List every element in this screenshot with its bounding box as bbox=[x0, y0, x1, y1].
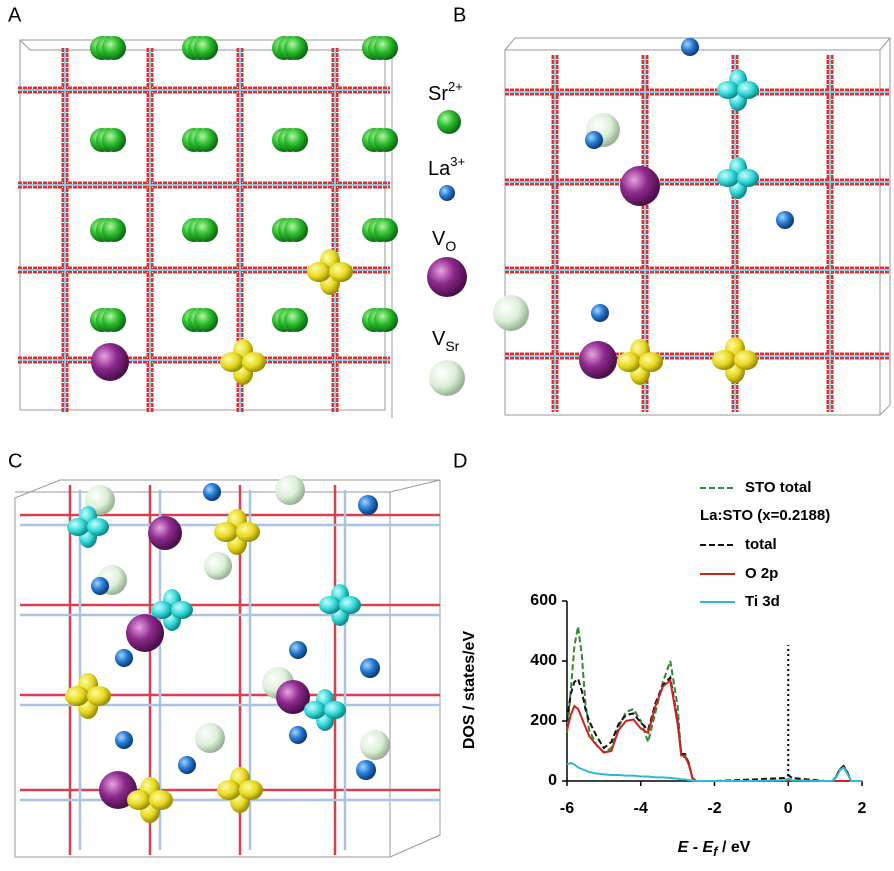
y-axis-label: DOS / states/eV bbox=[461, 631, 478, 750]
y-tick-label: 400 bbox=[530, 652, 557, 669]
legend-label-sup: 2+ bbox=[448, 79, 463, 94]
legend-label: VO bbox=[432, 228, 456, 253]
x-tick-label: 0 bbox=[784, 800, 793, 817]
legend-label-sup: 3+ bbox=[450, 154, 465, 169]
structure-c bbox=[14, 475, 441, 858]
series-line bbox=[566, 675, 862, 782]
x-tick-label: 2 bbox=[858, 800, 867, 817]
legend-label: Ti 3d bbox=[745, 593, 780, 610]
y-tick-label: 200 bbox=[530, 712, 557, 729]
x-tick-label: -4 bbox=[634, 800, 648, 817]
legend-label-base: La bbox=[428, 158, 451, 180]
legend-label: O 2p bbox=[745, 565, 778, 582]
panel-label: C bbox=[8, 450, 22, 472]
x-axis-label: E - Ef / eV bbox=[678, 839, 751, 859]
series-line bbox=[566, 761, 862, 782]
x-label-ref: E bbox=[702, 839, 714, 856]
legend-title: La:STO (x=0.2188) bbox=[700, 507, 830, 524]
panel-label: D bbox=[453, 450, 467, 472]
legend-label: STO total bbox=[745, 479, 811, 496]
y-tick-label: 0 bbox=[548, 772, 557, 789]
legend-label-sub: Sr bbox=[445, 338, 459, 354]
x-label-var: E bbox=[678, 839, 690, 856]
legend-label: Sr2+ bbox=[428, 79, 463, 105]
structure-b bbox=[493, 37, 891, 416]
structure-a bbox=[18, 36, 398, 418]
panel-label: B bbox=[453, 4, 466, 26]
panel-label: A bbox=[8, 4, 22, 26]
legend-label-sub: O bbox=[445, 238, 456, 254]
legend-label: VSr bbox=[432, 328, 460, 353]
x-label-ref-sub: f bbox=[713, 844, 719, 859]
series-line bbox=[566, 678, 862, 782]
legend-label-base: V bbox=[432, 328, 446, 350]
legend-label-base: Sr bbox=[428, 83, 448, 105]
x-tick-label: -2 bbox=[707, 800, 721, 817]
dos-chart: DOS / states/eV E - Ef / eV La:STO (x=0.… bbox=[461, 479, 866, 859]
legend-label: La3+ bbox=[428, 154, 465, 180]
x-tick-label: -6 bbox=[560, 800, 574, 817]
y-tick-label: 600 bbox=[530, 592, 557, 609]
x-label-sep: - bbox=[688, 839, 702, 856]
series-line bbox=[566, 626, 862, 782]
legend-label: total bbox=[745, 536, 777, 553]
legend-label-base: V bbox=[432, 228, 446, 250]
species-legend: Sr2+ La3+ VO VSr bbox=[427, 79, 467, 396]
x-label-unit: / eV bbox=[718, 839, 751, 856]
